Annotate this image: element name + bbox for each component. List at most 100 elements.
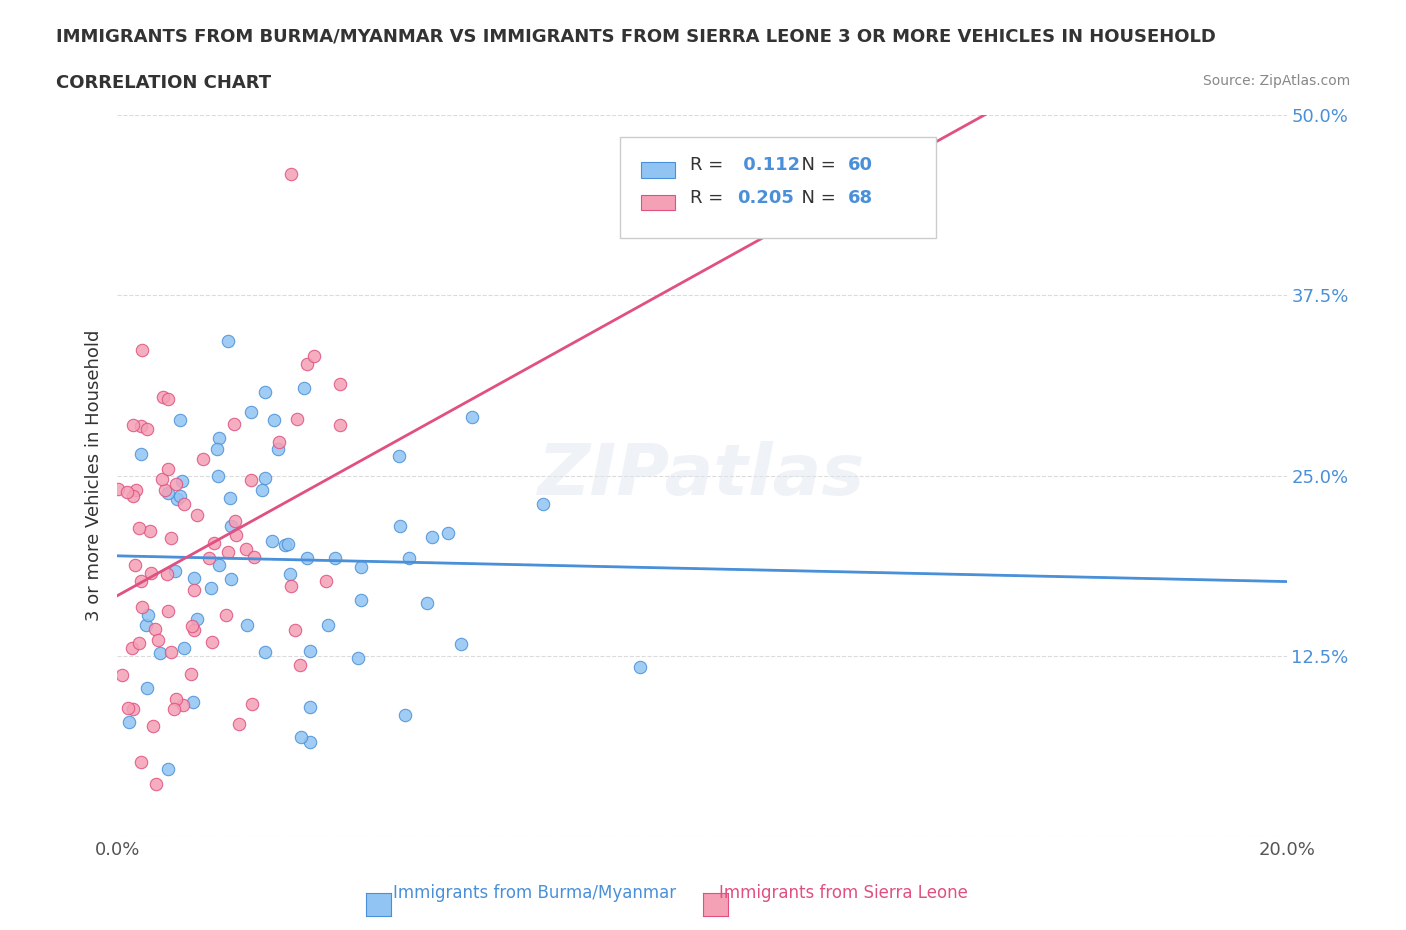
Point [142,719,165,734]
Point [297,551,319,565]
Point [420,529,443,544]
Point [165,477,187,492]
Point [315,573,337,588]
Point [135,618,157,632]
Point [200,580,222,595]
Point [398,551,420,565]
Text: 60: 60 [848,156,873,175]
Point [208,558,231,573]
Point [124,558,146,573]
Point [165,564,187,578]
Point [131,573,153,588]
Point [128,520,150,535]
Point [323,551,346,565]
Point [266,442,288,457]
Point [240,405,263,419]
Point [235,542,257,557]
Point [329,418,352,432]
Point [131,342,153,357]
Point [149,645,172,660]
Point [121,641,143,656]
Point [394,708,416,723]
Point [156,567,179,582]
Point [107,481,129,496]
Point [121,488,143,503]
Point [217,333,239,348]
Point [181,619,204,634]
Point [169,413,191,428]
Point [329,377,352,392]
Point [217,544,239,559]
Point [236,618,259,632]
Point [163,701,186,716]
Point [136,421,159,436]
Point [224,417,246,432]
Point [302,348,325,363]
Point [173,497,195,512]
Point [628,659,651,674]
Point [299,700,322,715]
Point [278,566,301,581]
Point [254,384,277,399]
Point [531,497,554,512]
Point [139,524,162,538]
Point [437,525,460,540]
Point [280,166,302,181]
Text: 0.205: 0.205 [737,189,794,207]
Point [288,658,311,672]
Point [250,483,273,498]
Point [186,507,208,522]
Text: ZIPatlas: ZIPatlas [538,441,866,511]
Point [180,666,202,681]
FancyBboxPatch shape [641,194,675,210]
Point [145,777,167,791]
Point [131,600,153,615]
Point [218,491,240,506]
Point [156,392,179,406]
Point [207,469,229,484]
Point [295,356,318,371]
Point [122,702,145,717]
Text: 0.112: 0.112 [737,156,800,175]
Point [205,442,228,457]
Point [219,572,242,587]
Text: Immigrants from Burma/Myanmar: Immigrants from Burma/Myanmar [392,884,676,902]
Point [160,530,183,545]
Text: CORRELATION CHART: CORRELATION CHART [56,74,271,92]
Point [172,698,194,712]
Point [350,592,373,607]
Point [208,431,231,445]
Point [173,640,195,655]
Point [153,483,176,498]
Point [298,735,321,750]
Point [129,446,152,461]
Point [219,519,242,534]
Point [136,680,159,695]
Point [243,550,266,565]
Point [157,762,180,777]
Point [165,692,187,707]
Point [461,409,484,424]
Text: IMMIGRANTS FROM BURMA/MYANMAR VS IMMIGRANTS FROM SIERRA LEONE 3 OR MORE VEHICLES: IMMIGRANTS FROM BURMA/MYANMAR VS IMMIGRA… [56,28,1216,46]
Point [299,644,322,658]
Text: 68: 68 [848,189,873,207]
Point [117,700,139,715]
FancyBboxPatch shape [641,162,675,178]
Point [287,411,309,426]
Point [253,471,276,485]
Point [129,754,152,769]
Point [280,578,302,593]
Point [160,644,183,659]
Point [146,632,169,647]
Point [228,717,250,732]
Point [183,622,205,637]
Point [290,730,312,745]
Point [122,418,145,432]
Point [201,635,224,650]
Point [415,595,437,610]
Point [166,492,188,507]
Point [253,644,276,659]
Point [128,636,150,651]
Point [389,518,412,533]
Point [240,697,263,711]
